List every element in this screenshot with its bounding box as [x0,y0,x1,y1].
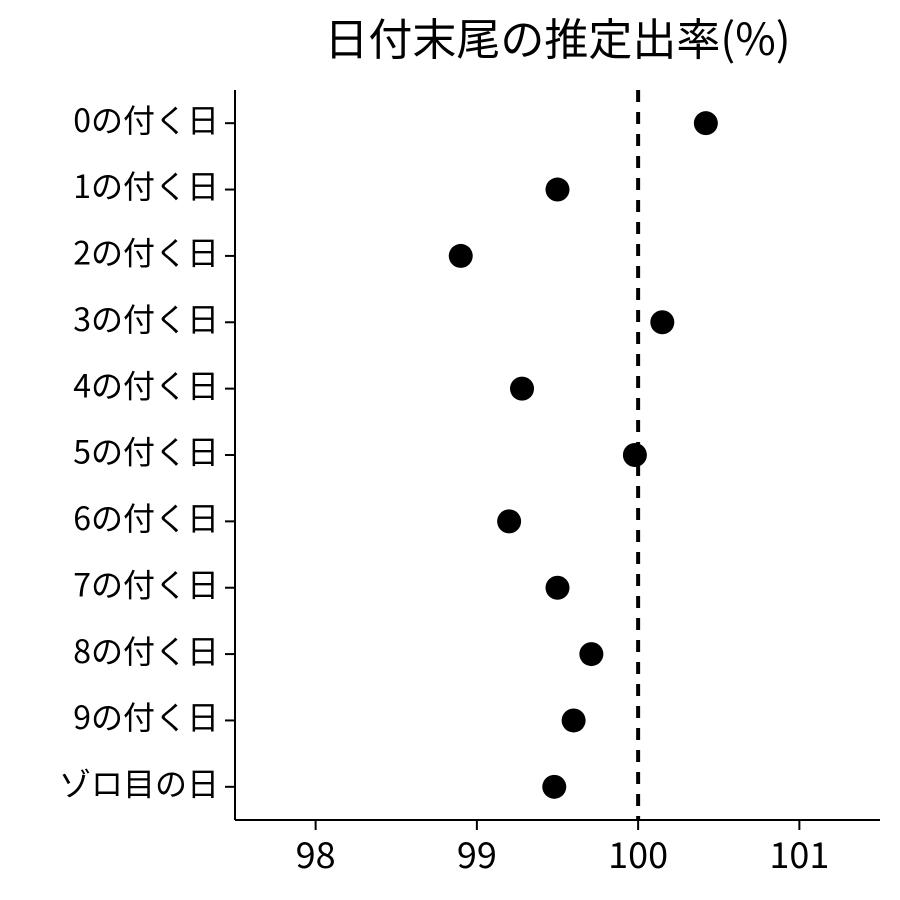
y-tick-label: 6の付く日 [73,494,219,540]
y-tick-label: 8の付く日 [73,627,219,673]
data-point [546,178,570,202]
data-point [694,111,718,135]
y-tick-label: 1の付く日 [73,162,219,208]
data-point [542,775,566,799]
y-tick-label: 3の付く日 [73,295,219,341]
data-point [623,443,647,467]
chart-title: 日付末尾の推定出率(%) [324,4,790,68]
y-tick-label: 4の付く日 [73,361,219,407]
data-point [510,377,534,401]
y-tick-label: 9の付く日 [73,693,219,739]
x-tick-label: 98 [296,827,336,879]
data-point [449,244,473,268]
data-point [562,708,586,732]
data-point [546,576,570,600]
x-tick-label: 100 [608,827,668,879]
y-tick-label: 2の付く日 [73,229,219,275]
dot-plot-chart: 日付末尾の推定出率(%) 0の付く日 1の付く日 2の付く日 3の付く日 4の付く日 5の付… [0,0,900,900]
data-point [650,310,674,334]
data-point [497,509,521,533]
y-tick-label: ゾロ目の日 [59,760,219,806]
x-tick-label: 99 [457,827,497,879]
y-tick-label: 5の付く日 [73,428,219,474]
y-tick-label: 0の付く日 [73,96,219,142]
x-tick-label: 101 [769,827,829,879]
data-point [579,642,603,666]
y-tick-label: 7の付く日 [73,560,219,606]
